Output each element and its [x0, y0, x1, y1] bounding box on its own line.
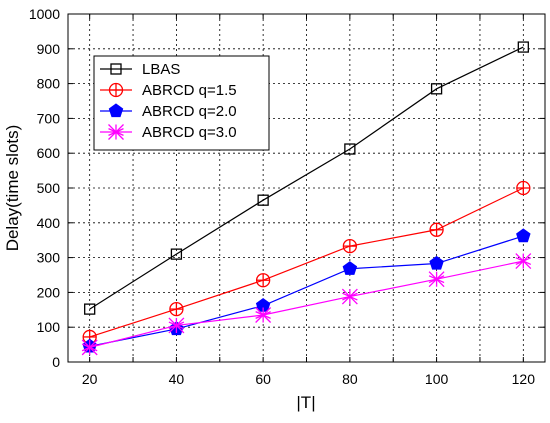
legend-label: ABRCD q=2.0: [142, 103, 237, 120]
y-tick-label: 200: [37, 284, 61, 300]
x-axis-ticks: 20 40 60 80 100 120: [82, 14, 535, 387]
legend-marker: [108, 82, 124, 98]
y-tick-label: 900: [37, 41, 61, 57]
data-point: [81, 339, 98, 356]
data-point: [342, 238, 358, 254]
data-point: [342, 261, 358, 275]
y-tick-label: 0: [52, 354, 60, 370]
legend-item: ABRCD q=1.5: [100, 82, 237, 99]
y-axis-ticks: 0 100 200 300 400 500 600 700 800 900 1000: [29, 6, 545, 370]
data-point: [516, 180, 531, 196]
legend-box: [93, 55, 270, 151]
y-tick-label: 500: [37, 180, 61, 196]
x-tick-label: 20: [82, 371, 98, 387]
data-point: [428, 271, 445, 288]
data-point: [168, 317, 185, 334]
legend-label: ABRCD q=1.5: [142, 82, 237, 99]
legend-label: ABRCD q=3.0: [142, 124, 237, 141]
x-tick-label: 60: [255, 371, 271, 387]
legend: LBAS ABRCD q=1.5 ABRCD q=2.0 ABRCD q=3.0: [93, 55, 270, 151]
data-point: [516, 228, 531, 243]
data-point: [429, 255, 444, 270]
y-axis-label: Delay(time slots): [3, 125, 22, 252]
legend-label: LBAS: [142, 61, 180, 78]
series-line-0: [89, 46, 524, 310]
y-tick-label: 300: [37, 250, 61, 266]
data-point: [341, 288, 358, 305]
data-point: [344, 143, 356, 155]
data-point: [255, 307, 272, 323]
y-tick-label: 700: [37, 110, 61, 126]
data-point: [429, 222, 444, 237]
series-group: [81, 41, 532, 356]
data-point: [515, 253, 532, 270]
series-line-3: [89, 260, 524, 348]
y-tick-label: 400: [37, 215, 61, 231]
y-tick-label: 1000: [29, 6, 60, 22]
data-point: [517, 41, 529, 53]
x-tick-label: 80: [342, 371, 358, 387]
data-point: [84, 303, 96, 315]
data-point: [430, 83, 443, 95]
data-point: [169, 301, 184, 317]
x-tick-label: 40: [169, 371, 185, 387]
legend-marker: [108, 124, 124, 140]
x-tick-label: 120: [512, 371, 536, 387]
y-tick-label: 100: [37, 319, 61, 335]
legend-marker: [110, 63, 122, 75]
x-tick-label: 100: [425, 371, 449, 387]
legend-item: ABRCD q=2.0: [100, 103, 237, 120]
series-line-1: [89, 187, 524, 338]
legend-item: LBAS: [100, 61, 180, 78]
data-point: [255, 273, 271, 288]
y-tick-label: 600: [37, 145, 61, 161]
series-line-2: [89, 235, 524, 347]
legend-marker: [108, 103, 124, 118]
data-point: [257, 194, 269, 206]
legend-item: ABRCD q=3.0: [100, 124, 237, 141]
data-point: [170, 248, 183, 260]
y-tick-label: 800: [37, 76, 61, 92]
x-axis-label: |T|: [296, 393, 315, 412]
